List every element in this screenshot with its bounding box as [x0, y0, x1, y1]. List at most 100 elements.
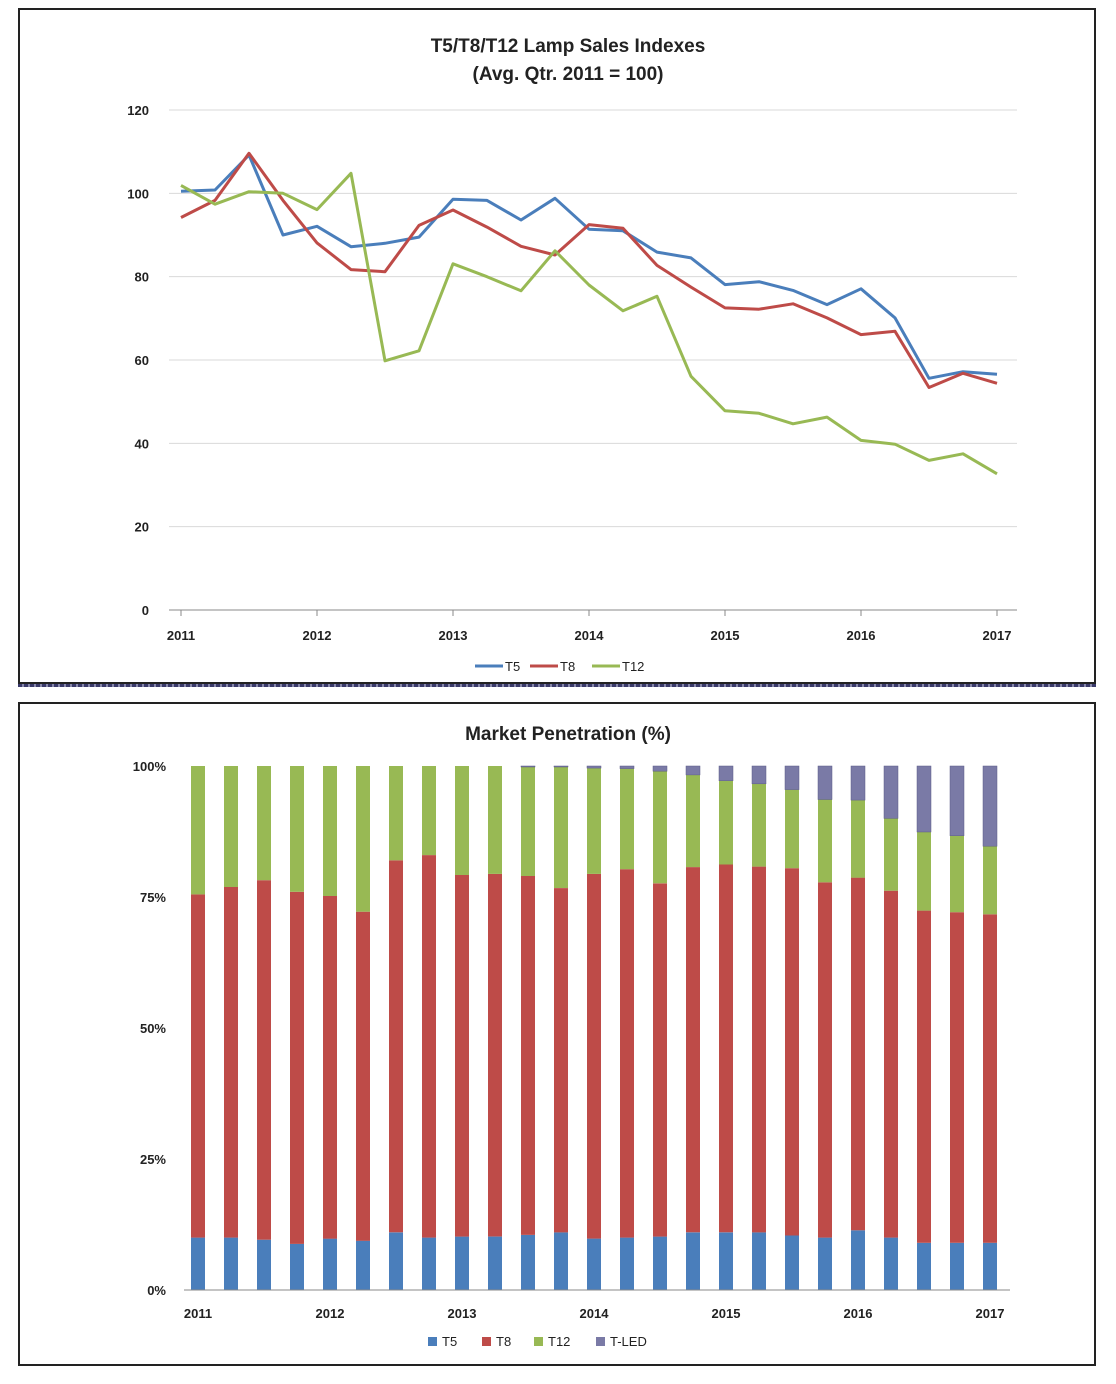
series-line-t12 [180, 171, 998, 476]
bar-segment-t12 [191, 766, 205, 895]
bar-segment-t5 [884, 1237, 898, 1290]
bar-segment-t5 [191, 1237, 205, 1290]
bar-segment-t-led [751, 765, 767, 785]
x-tick-label: 2015 [712, 1306, 741, 1321]
bar-segment-t8 [917, 910, 931, 1243]
bar-segment-t5 [818, 1237, 832, 1290]
bar-segment-t12 [554, 767, 568, 888]
series-line-t5 [180, 153, 998, 380]
bar-segment-t5 [587, 1238, 601, 1290]
bar-segment-t8 [290, 891, 304, 1244]
x-tick-label: 2015 [711, 628, 740, 643]
x-tick-label: 2016 [847, 628, 876, 643]
bar-segment-t12 [719, 780, 733, 865]
bar-segment-t5 [224, 1237, 238, 1290]
legend-label-t12: T12 [622, 659, 644, 674]
bar-segment-t8 [224, 887, 238, 1238]
y-tick-label: 0% [147, 1283, 166, 1298]
legend-label-t5: T5 [442, 1334, 457, 1349]
bar-segment-t8 [884, 890, 898, 1238]
series-line-t8 [180, 151, 998, 389]
bar-segment-t-led [586, 765, 602, 769]
bar-segment-t8 [554, 888, 568, 1233]
x-tick-label: 2014 [575, 628, 605, 643]
legend-label-t-led: T-LED [610, 1334, 647, 1349]
bar-segment-t5 [653, 1236, 667, 1290]
bar-segment-t8 [719, 864, 733, 1233]
y-tick-label: 50% [140, 1021, 166, 1036]
bar-segment-t12 [422, 766, 436, 856]
bar-segment-t8 [620, 869, 634, 1238]
bar-segment-t12 [620, 768, 634, 870]
bar-segment-t8 [389, 860, 403, 1233]
bar-segment-t-led [784, 765, 800, 790]
y-tick-label: 100 [127, 186, 149, 201]
bar-segment-t8 [686, 867, 700, 1233]
bar-segment-t8 [851, 877, 865, 1231]
bar-segment-t12 [983, 846, 997, 915]
bar-segment-t8 [257, 880, 271, 1240]
bar-segment-t12 [785, 789, 799, 869]
bar-segment-t8 [785, 868, 799, 1236]
bar-segment-t5 [290, 1243, 304, 1290]
y-tick-label: 40 [135, 436, 149, 451]
bar-segment-t8 [587, 873, 601, 1239]
bar-segment-t12 [290, 766, 304, 892]
bar-segment-t5 [455, 1236, 469, 1290]
bar-segment-t5 [851, 1230, 865, 1290]
legend-swatch-t-led [596, 1337, 605, 1346]
bar-segment-t5 [323, 1238, 337, 1290]
gridlines [169, 109, 1017, 528]
bar-segment-t12 [224, 766, 238, 887]
bar-segment-t5 [686, 1232, 700, 1290]
bar-segment-t5 [389, 1232, 403, 1290]
axes: 0% 25% 50% 75% 100% 2011 2012 2013 2014 2015 2016 2… [133, 759, 1010, 1321]
bar-segment-t-led [883, 765, 899, 819]
bar-segment-t12 [356, 766, 370, 912]
bar-segment-t8 [752, 866, 766, 1233]
bar-segment-t-led [982, 765, 998, 847]
bar-segment-t5 [257, 1239, 271, 1290]
x-tick-label: 2017 [983, 628, 1012, 643]
bar-segment-t5 [983, 1242, 997, 1290]
legend-swatch-t12 [534, 1337, 543, 1346]
stacked-bars [191, 765, 998, 1290]
bar-segment-t12 [851, 800, 865, 878]
bar-segment-t-led [619, 765, 635, 769]
bar-segment-t5 [950, 1242, 964, 1290]
y-tick-label: 20 [135, 520, 149, 535]
bar-segment-t12 [488, 766, 502, 874]
bar-segment-t8 [983, 914, 997, 1243]
bar-segment-t-led [520, 765, 536, 768]
bar-segment-t5 [554, 1232, 568, 1290]
x-tick-label: 2013 [439, 628, 468, 643]
bar-segment-t12 [587, 768, 601, 874]
y-tick-label: 0 [142, 603, 149, 618]
series-lines [180, 151, 998, 476]
bar-segment-t5 [917, 1242, 931, 1290]
y-tick-label: 60 [135, 353, 149, 368]
bar-segment-t8 [488, 873, 502, 1237]
bar-segment-t12 [521, 767, 535, 876]
legend-label-t8: T8 [560, 659, 575, 674]
y-tick-label: 120 [127, 103, 149, 118]
bar-segment-t-led [916, 765, 932, 833]
bar-segment-t-led [553, 765, 569, 768]
bar-segment-t8 [653, 883, 667, 1237]
y-tick-label: 100% [133, 759, 167, 774]
bar-segment-t8 [422, 855, 436, 1238]
x-tick-label: 2013 [448, 1306, 477, 1321]
bar-segment-t12 [818, 799, 832, 883]
legend-swatch-t5 [428, 1337, 437, 1346]
bar-segment-t5 [356, 1240, 370, 1290]
bar-segment-t12 [455, 766, 469, 875]
bar-segment-t12 [950, 835, 964, 913]
panel-separator [18, 684, 1096, 687]
legend-label-t5: T5 [505, 659, 520, 674]
x-tick-label: 2011 [167, 628, 195, 643]
legend-label-t8: T8 [496, 1334, 511, 1349]
bar-segment-t12 [653, 771, 667, 884]
chart-subtitle: (Avg. Qtr. 2011 = 100) [473, 64, 664, 85]
bar-segment-t-led [949, 765, 965, 836]
bar-segment-t5 [719, 1232, 733, 1290]
